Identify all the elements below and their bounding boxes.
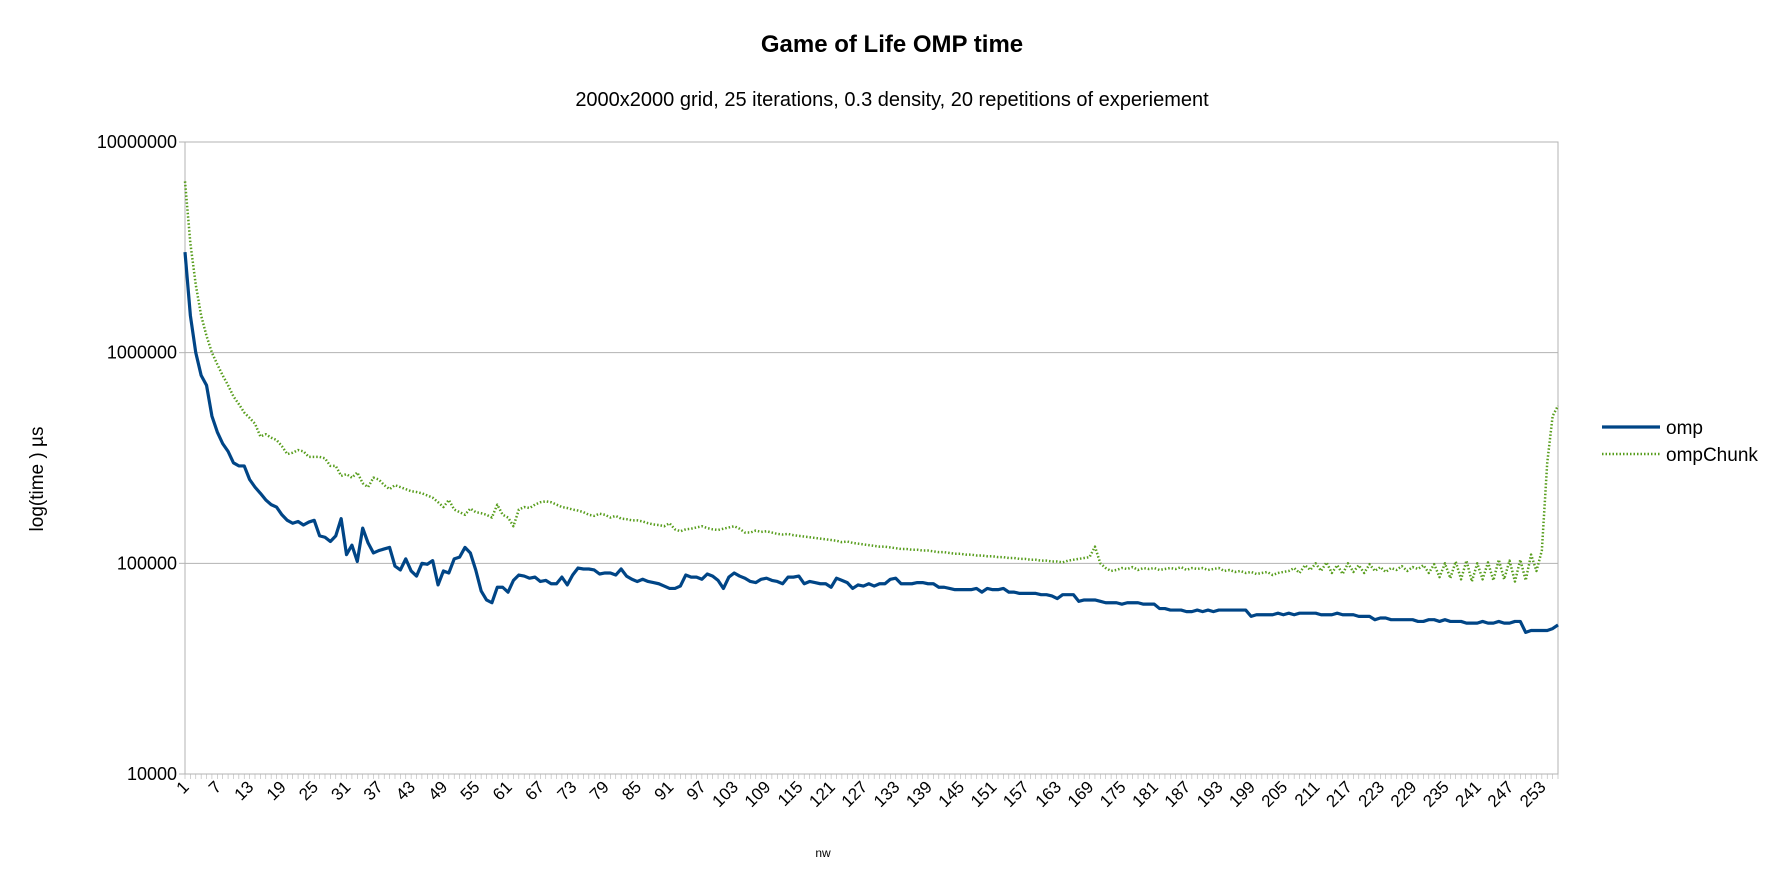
y-tick-label: 1000000 xyxy=(107,343,177,363)
x-tick-label: 49 xyxy=(424,777,451,804)
x-tick-label: 121 xyxy=(805,777,838,810)
x-tick-label: 163 xyxy=(1032,777,1065,810)
y-tick-label: 10000 xyxy=(127,764,177,784)
x-tick-label: 7 xyxy=(205,777,225,797)
x-tick-label: 169 xyxy=(1064,777,1097,810)
y-tick-label: 100000 xyxy=(117,553,177,573)
series-line-omp xyxy=(183,252,1559,635)
x-tick-label: 55 xyxy=(457,777,484,804)
x-tick-label: 241 xyxy=(1452,777,1485,810)
grid-lines xyxy=(179,141,1559,779)
legend-label-ompchunk: ompChunk xyxy=(1666,445,1758,466)
x-tick-label: 205 xyxy=(1258,777,1291,810)
x-tick-label: 109 xyxy=(741,777,774,810)
x-tick-label: 133 xyxy=(870,777,903,810)
x-tick-label: 235 xyxy=(1419,777,1452,810)
chart-title: Game of Life OMP time xyxy=(761,31,1023,58)
series-lines xyxy=(183,181,1560,635)
x-tick-label: 37 xyxy=(360,777,387,804)
x-tick-label: 253 xyxy=(1516,777,1549,810)
x-tick-label: 247 xyxy=(1484,777,1517,810)
x-tick-label: 199 xyxy=(1225,777,1258,810)
x-tick-label: 151 xyxy=(967,777,1000,810)
legend-label-omp: omp xyxy=(1666,418,1703,439)
x-tick-label: 79 xyxy=(586,777,613,804)
x-axis-label: nw xyxy=(815,846,831,860)
y-tick-labels: 10000 100000 1000000 10000000 xyxy=(97,132,177,784)
x-tick-label: 217 xyxy=(1322,777,1355,810)
x-tick-label: 223 xyxy=(1355,777,1388,810)
x-tick-label: 157 xyxy=(999,777,1032,810)
x-tick-label: 229 xyxy=(1387,777,1420,810)
x-tick-label: 91 xyxy=(651,777,678,804)
x-tick-label: 61 xyxy=(489,777,516,804)
x-tick-label: 145 xyxy=(935,777,968,810)
x-tick-label: 181 xyxy=(1129,777,1162,810)
x-tick-label: 139 xyxy=(902,777,935,810)
x-tick-label: 187 xyxy=(1161,777,1194,810)
x-tick-label: 1 xyxy=(173,777,193,797)
x-tick-label: 67 xyxy=(521,777,548,804)
chart-subtitle: 2000x2000 grid, 25 iterations, 0.3 densi… xyxy=(575,89,1209,111)
x-tick-label: 19 xyxy=(263,777,290,804)
x-tick-label: 43 xyxy=(392,777,419,804)
legend: omp ompChunk xyxy=(1602,418,1758,466)
x-tick-label: 211 xyxy=(1291,777,1324,810)
y-axis-label: log(time ) µs xyxy=(27,427,48,532)
x-tick-label: 13 xyxy=(231,777,258,804)
y-tick-label: 10000000 xyxy=(97,132,177,152)
x-tick-label: 73 xyxy=(554,777,581,804)
x-tick-label: 103 xyxy=(709,777,742,810)
x-tick-label: 193 xyxy=(1193,777,1226,810)
x-tick-label: 127 xyxy=(838,777,871,810)
x-tick-label: 25 xyxy=(295,777,322,804)
x-tick-label: 175 xyxy=(1096,777,1129,810)
plot-area-frame xyxy=(184,141,1559,775)
series-line-ompchunk xyxy=(183,181,1560,583)
x-tick-label: 31 xyxy=(328,777,355,804)
x-tick-label: 97 xyxy=(683,777,710,804)
x-tick-label: 85 xyxy=(618,777,645,804)
x-tick-label: 115 xyxy=(774,777,807,810)
